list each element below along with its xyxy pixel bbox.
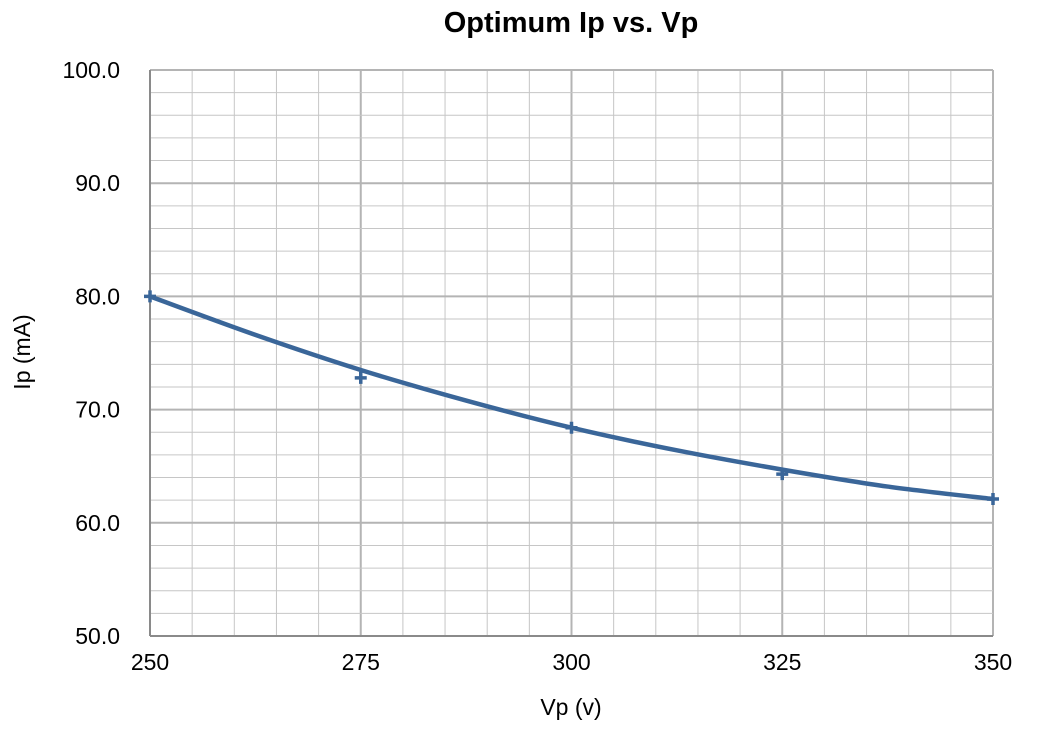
x-tick-label: 300 (552, 649, 590, 675)
x-axis-label: Vp (v) (540, 694, 601, 720)
data-point-marker (565, 421, 578, 434)
y-tick-label: 80.0 (75, 283, 120, 309)
y-axis-label: Ip (mA) (9, 314, 35, 389)
axes (149, 70, 993, 637)
y-tick-label: 70.0 (75, 397, 120, 423)
x-tick-label: 350 (974, 649, 1012, 675)
data-point-marker (144, 290, 156, 303)
data-markers (144, 290, 999, 506)
y-tick-label: 90.0 (75, 170, 120, 196)
y-tick-label: 100.0 (62, 57, 120, 83)
data-point-marker (987, 493, 999, 506)
chart-title: Optimum Ip vs. Vp (444, 7, 699, 39)
x-tick-label: 275 (342, 649, 380, 675)
data-point-marker (776, 468, 789, 481)
y-tick-labels: 50.0 60.0 70.0 80.0 90.0 100.0 (62, 57, 120, 649)
x-tick-labels: 250 275 300 325 350 (131, 649, 1012, 675)
y-tick-label: 50.0 (75, 623, 120, 649)
grid (149, 69, 994, 637)
x-tick-label: 325 (763, 649, 801, 675)
x-tick-label: 250 (131, 649, 169, 675)
y-tick-label: 60.0 (75, 510, 120, 536)
data-point-marker (354, 371, 367, 384)
